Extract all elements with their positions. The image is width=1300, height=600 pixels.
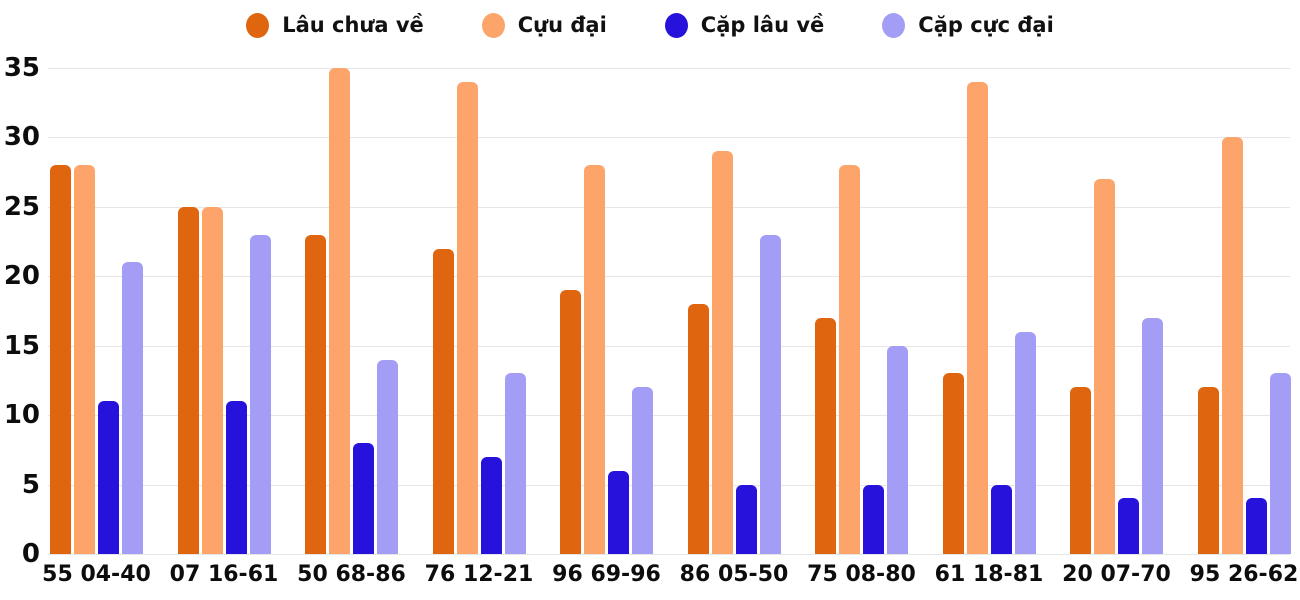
gridline-y-25 [48, 206, 1290, 208]
bar-series3-group9 [1118, 498, 1139, 554]
bar-series1-group5 [560, 290, 581, 554]
bar-series1-group2 [177, 206, 199, 554]
gridline-y-20 [48, 276, 1290, 278]
legend-item-cap-cuc-dai[interactable]: Cặp cực đại [882, 12, 1054, 38]
legend-item-cap-lau-ve[interactable]: Cặp lâu về [664, 12, 825, 38]
y-axis-tick-label: 35 [3, 53, 40, 83]
bar-series3-group5 [608, 470, 629, 554]
x-axis-tick-label: 75 08-80 [807, 562, 916, 587]
y-axis-tick-label: 30 [3, 122, 40, 153]
bar-series4-group6 [759, 234, 781, 554]
bar-series3-group3 [353, 442, 374, 554]
bar-series2-group1 [74, 165, 95, 554]
x-axis-tick-label: 86 05-50 [679, 562, 789, 587]
bar-series3-group4 [480, 456, 502, 554]
legend-marker-icon [664, 12, 688, 38]
legend-marker-icon [882, 12, 906, 38]
bar-series3-group8 [990, 484, 1012, 554]
y-axis-tick-label: 20 [3, 261, 40, 292]
bar-series4-group5 [632, 387, 653, 554]
bar-series1-group1 [50, 165, 71, 554]
y-axis-tick-label: 5 [21, 469, 40, 500]
bar-series3-group2 [225, 401, 247, 554]
bar-series4-group1 [122, 262, 143, 554]
chart-legend: Lâu chưa về Cựu đại Cặp lâu về Cặp cực đ… [0, 4, 1300, 46]
bar-series3-group1 [98, 401, 119, 554]
gridline-y-35 [48, 68, 1290, 69]
bar-series4-group7 [887, 345, 908, 554]
x-axis-tick-label: 95 26-62 [1189, 562, 1299, 587]
x-axis-tick-label: 07 16-61 [169, 562, 279, 587]
bar-series2-group3 [329, 68, 350, 554]
y-axis-tick-label: 0 [21, 539, 40, 569]
legend-label: Cặp lâu về [700, 13, 825, 37]
gridline-y-5 [48, 484, 1290, 486]
bar-series2-group6 [711, 151, 733, 554]
bar-series3-group6 [735, 484, 757, 554]
bar-series2-group7 [839, 165, 860, 554]
bar-series4-group4 [504, 373, 526, 554]
bar-series1-group6 [687, 304, 709, 554]
bar-series2-group9 [1094, 179, 1115, 554]
bar-series2-group8 [966, 81, 988, 554]
bar-series1-group10 [1197, 387, 1219, 554]
x-axis-tick-label: 61 18-81 [934, 562, 1044, 587]
bar-series3-group10 [1245, 498, 1267, 554]
legend-marker-icon [481, 12, 505, 38]
gridline-y-0 [48, 554, 1290, 555]
bar-series4-group8 [1014, 331, 1036, 554]
x-axis-tick-label: 50 68-86 [297, 562, 406, 587]
bar-series2-group5 [584, 165, 605, 554]
bar-series4-group2 [249, 234, 271, 554]
bar-series4-group9 [1142, 317, 1163, 554]
bar-series1-group3 [305, 234, 326, 554]
x-axis-tick-label: 55 04-40 [42, 562, 151, 587]
legend-item-cuu-dai[interactable]: Cựu đại [481, 12, 607, 38]
bar-series4-group3 [377, 359, 398, 554]
bar-series3-group7 [863, 484, 884, 554]
bar-series2-group4 [456, 81, 478, 554]
bar-series1-group9 [1070, 387, 1091, 554]
bar-series4-group10 [1269, 373, 1291, 554]
y-axis-tick-label: 15 [3, 330, 40, 361]
bar-series2-group10 [1221, 137, 1243, 554]
gridline-y-15 [48, 345, 1290, 347]
y-axis-tick-label: 25 [3, 191, 40, 222]
bar-series1-group7 [815, 317, 836, 554]
gridline-y-30 [48, 137, 1290, 139]
bar-series1-group8 [942, 373, 964, 554]
legend-label: Cặp cực đại [918, 13, 1054, 37]
legend-label: Lâu chưa về [282, 13, 424, 37]
y-axis-tick-label: 10 [3, 400, 40, 431]
legend-label: Cựu đại [517, 13, 607, 37]
bar-series1-group4 [432, 248, 454, 554]
gridline-y-10 [48, 415, 1290, 417]
legend-item-lau-chua-ve[interactable]: Lâu chưa về [246, 12, 424, 38]
legend-marker-icon [246, 12, 270, 38]
x-axis-tick-label: 20 07-70 [1062, 562, 1171, 587]
bar-series2-group2 [201, 206, 223, 554]
x-axis-tick-label: 76 12-21 [424, 562, 534, 587]
x-axis-tick-label: 96 69-96 [552, 562, 661, 587]
